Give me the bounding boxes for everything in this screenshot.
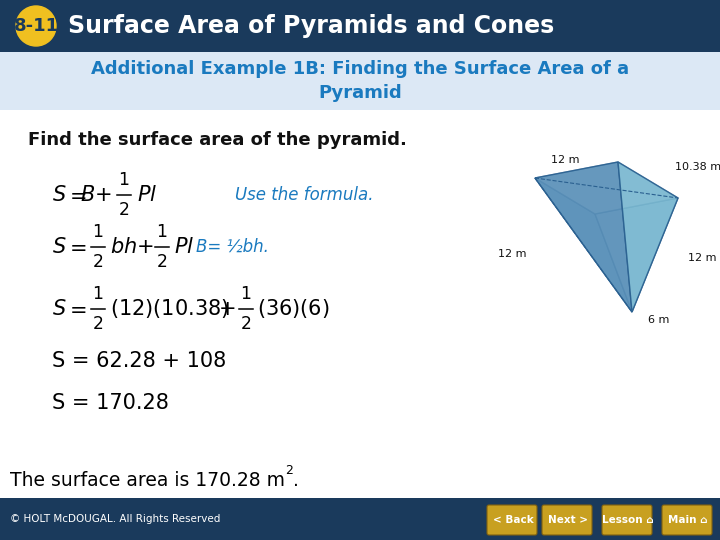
Text: 2: 2 (156, 253, 168, 271)
FancyBboxPatch shape (662, 505, 712, 535)
Text: 1: 1 (92, 285, 104, 303)
FancyBboxPatch shape (0, 110, 720, 498)
Text: B= ½bh.: B= ½bh. (196, 238, 269, 256)
FancyBboxPatch shape (602, 505, 652, 535)
FancyBboxPatch shape (0, 498, 720, 540)
Text: S = 62.28 + 108: S = 62.28 + 108 (52, 351, 226, 371)
Text: $+$: $+$ (218, 299, 235, 319)
Text: 2: 2 (93, 315, 104, 333)
Text: Next >: Next > (548, 515, 588, 525)
Text: $+$: $+$ (94, 185, 112, 205)
Text: 2: 2 (93, 253, 104, 271)
Text: $B$: $B$ (80, 185, 95, 205)
Text: $+$: $+$ (136, 237, 153, 257)
FancyBboxPatch shape (0, 0, 720, 52)
Polygon shape (535, 178, 632, 312)
Text: $S$: $S$ (52, 299, 66, 319)
Text: 1: 1 (156, 223, 168, 241)
Text: $S$: $S$ (52, 185, 66, 205)
Text: $(36)(6)$: $(36)(6)$ (257, 298, 330, 321)
Text: Use the formula.: Use the formula. (235, 186, 374, 204)
Text: $=$: $=$ (65, 299, 86, 319)
Text: $S$: $S$ (52, 237, 66, 257)
Text: Lesson ⌂: Lesson ⌂ (602, 515, 654, 525)
Text: Additional Example 1B: Finding the Surface Area of a
Pyramid: Additional Example 1B: Finding the Surfa… (91, 59, 629, 103)
Text: Main ⌂: Main ⌂ (668, 515, 708, 525)
Text: 1: 1 (240, 285, 251, 303)
Text: 1: 1 (119, 171, 130, 189)
FancyBboxPatch shape (542, 505, 592, 535)
Text: < Back: < Back (492, 515, 534, 525)
Text: $=$: $=$ (65, 185, 86, 205)
Polygon shape (618, 162, 678, 312)
Text: $Pl$: $Pl$ (174, 237, 194, 257)
Text: 6 m: 6 m (648, 315, 670, 325)
Text: 12 m: 12 m (551, 155, 580, 165)
Text: Surface Area of Pyramids and Cones: Surface Area of Pyramids and Cones (68, 14, 554, 38)
Text: $=$: $=$ (65, 237, 86, 257)
Text: $(12)(10. 38)$: $(12)(10. 38)$ (110, 298, 229, 321)
Text: 8-11: 8-11 (14, 17, 58, 35)
FancyBboxPatch shape (487, 505, 537, 535)
Circle shape (16, 6, 56, 46)
Text: $bh$: $bh$ (110, 237, 137, 257)
Text: $Pl$: $Pl$ (137, 185, 157, 205)
Text: © HOLT McDOUGAL. All Rights Reserved: © HOLT McDOUGAL. All Rights Reserved (10, 514, 220, 524)
Text: Find the surface area of the pyramid.: Find the surface area of the pyramid. (28, 131, 407, 149)
Text: 10.38 m: 10.38 m (675, 162, 720, 172)
Polygon shape (535, 162, 678, 214)
Text: 12 m: 12 m (688, 253, 716, 263)
Text: S = 170.28: S = 170.28 (52, 393, 169, 413)
Text: 2: 2 (285, 464, 293, 477)
FancyBboxPatch shape (0, 52, 720, 110)
Text: 2: 2 (119, 201, 130, 219)
Polygon shape (595, 198, 678, 312)
Polygon shape (535, 162, 632, 312)
Text: 12 m: 12 m (498, 249, 526, 259)
Text: The surface area is 170.28 m: The surface area is 170.28 m (10, 470, 285, 489)
Text: 2: 2 (240, 315, 251, 333)
Text: 1: 1 (92, 223, 104, 241)
Text: .: . (293, 470, 299, 489)
